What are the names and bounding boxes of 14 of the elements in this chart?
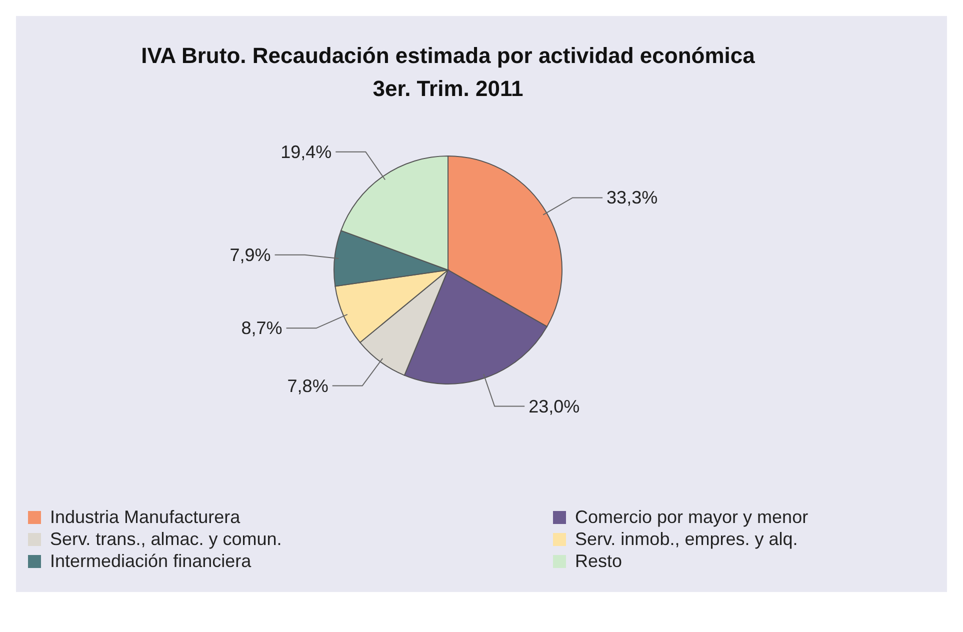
legend-label: Comercio por mayor y menor: [575, 507, 808, 527]
legend-label: Intermediación financiera: [50, 551, 252, 571]
data-label: 8,7%: [241, 318, 282, 338]
chart-subtitle: 3er. Trim. 2011: [372, 76, 524, 101]
legend-label: Industria Manufacturera: [50, 507, 242, 527]
data-label: 23,0%: [528, 396, 580, 416]
legend-label: Resto: [575, 551, 622, 571]
data-label: 19,4%: [280, 142, 332, 162]
chart-title: IVA Bruto. Recaudación estimada por actividad económica: [141, 43, 756, 68]
data-label: 33,3%: [606, 188, 658, 208]
data-label: 7,8%: [287, 376, 328, 396]
legend-label: Serv. inmob., empres. y alq.: [575, 529, 798, 549]
data-label: 7,9%: [230, 244, 271, 265]
legend-label: Serv. trans., almac. y comun.: [50, 529, 282, 549]
